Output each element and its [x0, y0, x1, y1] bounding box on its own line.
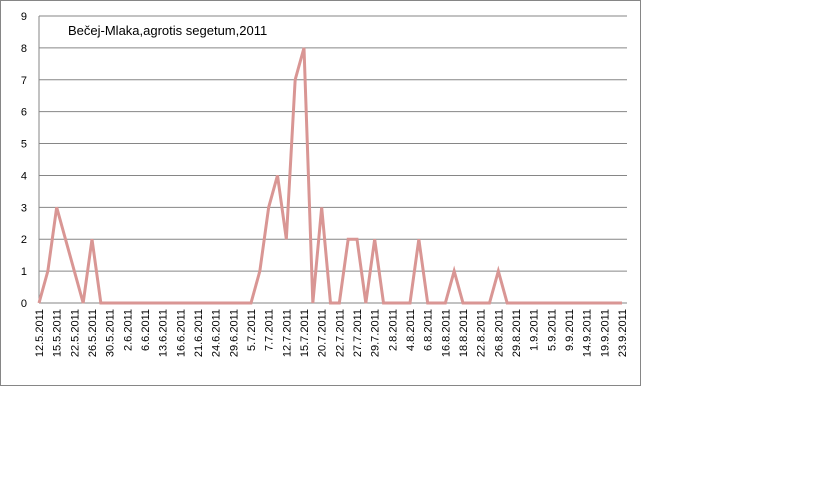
x-tick-label: 26.8.2011 — [493, 309, 505, 357]
x-tick-label: 30.5.2011 — [105, 309, 117, 357]
x-tick-label: 1.9.2011 — [529, 309, 541, 351]
x-tick-label: 15.5.2011 — [52, 309, 64, 357]
x-tick-label: 20.7.2011 — [317, 309, 329, 357]
x-tick-label: 22.5.2011 — [69, 309, 81, 357]
x-tick-label: 12.7.2011 — [281, 309, 293, 357]
x-tick-label: 18.8.2011 — [458, 309, 470, 357]
x-tick-label: 4.8.2011 — [405, 309, 417, 351]
x-tick-label: 27.7.2011 — [352, 309, 364, 357]
chart-border — [0, 0, 641, 386]
x-tick-label: 22.7.2011 — [334, 309, 346, 357]
x-tick-label: 14.9.2011 — [582, 309, 594, 357]
x-tick-label: 9.9.2011 — [564, 309, 576, 351]
x-tick-label: 26.5.2011 — [87, 309, 99, 357]
y-tick-label: 9 — [21, 11, 27, 23]
x-tick-label: 2.8.2011 — [387, 309, 399, 351]
y-tick-label: 0 — [21, 298, 27, 310]
x-tick-label: 29.7.2011 — [370, 309, 382, 357]
x-tick-label: 6.6.2011 — [140, 309, 152, 351]
y-tick-label: 4 — [21, 170, 27, 182]
x-tick-label: 19.9.2011 — [599, 309, 611, 357]
x-tick-label: 29.6.2011 — [228, 309, 240, 357]
chart-title: Bečej-Mlaka,agrotis segetum,2011 — [68, 23, 267, 38]
y-tick-label: 1 — [21, 266, 27, 278]
x-tick-label: 24.6.2011 — [211, 309, 223, 357]
data-line — [37, 47, 622, 305]
x-tick-label: 2.6.2011 — [122, 309, 134, 351]
y-tick-label: 7 — [21, 75, 27, 87]
x-tick-label: 13.6.2011 — [158, 309, 170, 357]
y-tick-label: 6 — [21, 107, 27, 119]
x-tick-label: 5.9.2011 — [546, 309, 558, 351]
x-tick-label: 23.9.2011 — [617, 309, 629, 357]
x-tick-label: 6.8.2011 — [423, 309, 435, 351]
y-tick-label: 2 — [21, 234, 27, 246]
y-tick-label: 5 — [21, 139, 27, 151]
x-tick-label: 22.8.2011 — [476, 309, 488, 357]
x-tick-label: 16.6.2011 — [175, 309, 187, 357]
x-tick-label: 12.5.2011 — [34, 309, 46, 357]
x-tick-label: 15.7.2011 — [299, 309, 311, 357]
x-tick-label: 7.7.2011 — [264, 309, 276, 351]
x-tick-label: 29.8.2011 — [511, 309, 523, 357]
x-tick-label: 16.8.2011 — [440, 309, 452, 357]
x-tick-label: 5.7.2011 — [246, 309, 258, 351]
y-tick-label: 3 — [21, 202, 27, 214]
y-tick-label: 8 — [21, 43, 27, 55]
x-tick-label: 21.6.2011 — [193, 309, 205, 357]
